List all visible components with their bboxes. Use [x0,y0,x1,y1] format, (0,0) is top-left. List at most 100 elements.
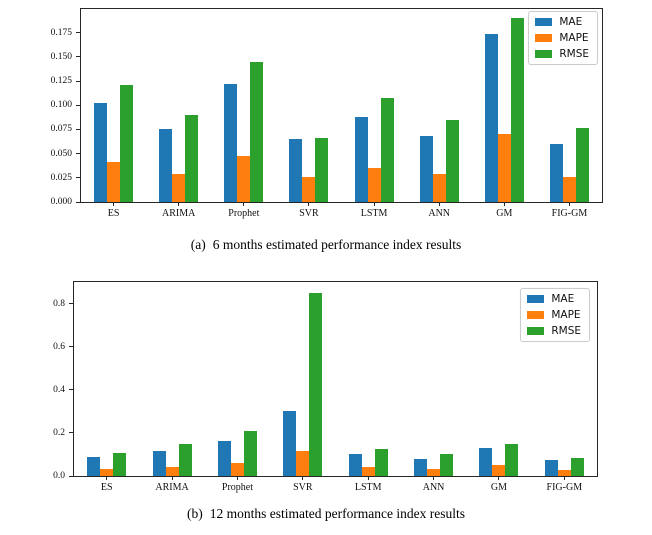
bar-mae-prophet [224,84,237,202]
y-axis-tick [76,56,80,58]
bar-mape-arima [166,467,179,476]
bar-mape-prophet [231,463,244,476]
x-axis-tick [563,476,565,480]
x-tick-label-gm: GM [490,482,507,493]
y-tick-label: 0.8 [53,298,65,309]
bar-mape-fig-gm [563,177,576,202]
bar-mae-gm [479,448,492,476]
bar-rmse-gm [511,18,524,202]
x-tick-label-svr: SVR [293,482,313,493]
y-axis-tick [76,177,80,179]
y-tick-label: 0.025 [50,172,72,183]
x-axis-tick [503,202,505,206]
bar-mape-fig-gm [558,470,571,476]
x-tick-label-arima: ARIMA [155,482,189,493]
y-tick-label: 0.000 [50,197,72,207]
bar-rmse-es [120,85,133,202]
legend-item-mape: MAPE [535,32,589,44]
caption-12-months: (b) 12 months estimated performance index… [0,506,652,522]
y-tick-label: 0.075 [50,124,72,135]
bar-mae-es [94,103,107,202]
legend-swatch-mape [527,311,545,319]
x-axis-tick [171,476,173,480]
bar-mae-arima [153,451,166,476]
x-tick-label-lstm: LSTM [354,482,382,493]
x-axis-tick [236,476,238,480]
y-axis-tick [69,432,73,434]
bar-mape-ann [427,469,440,476]
bar-rmse-prophet [244,431,257,476]
x-tick-label-svr: SVR [299,208,319,219]
y-tick-label: 0.100 [50,100,72,111]
y-tick-label: 0.0 [53,471,65,481]
bar-rmse-fig-gm [576,128,589,202]
bar-mae-prophet [218,441,231,476]
bar-mape-gm [492,465,505,476]
bar-mae-lstm [355,117,368,202]
y-tick-label: 0.4 [53,384,65,395]
bar-mape-es [107,162,120,202]
x-axis-tick [106,476,108,480]
bar-mape-lstm [368,168,381,202]
bar-rmse-fig-gm [571,458,584,476]
bar-rmse-ann [446,120,459,202]
bar-mae-fig-gm [550,144,563,202]
y-axis-tick [76,104,80,106]
x-axis-tick [498,476,500,480]
legend-label: MAE [559,16,583,28]
x-axis-tick [367,476,369,480]
y-tick-label: 0.125 [50,76,72,87]
x-tick-label-fig-gm: FIG-GM [546,482,583,493]
bar-mae-ann [414,459,427,476]
x-axis-tick [178,202,180,206]
y-axis-tick [69,303,73,305]
legend-swatch-mae [527,295,545,303]
legend-swatch-rmse [527,327,545,335]
x-tick-label-ann: ANN [422,482,445,493]
plot-area-12-months: 0.0 0.2 0.4 0.6 0.8 ES ARIMA Prophet SVR LSTM ANN G… [53,281,598,493]
y-axis-tick [76,128,80,130]
bar-rmse-gm [505,444,518,476]
x-tick-label-ann: ANN [428,208,451,219]
y-axis-tick [69,389,73,391]
bar-mape-prophet [237,156,250,202]
bar-mae-lstm [349,454,362,476]
y-axis-tick [76,153,80,155]
x-tick-label-prophet: Prophet [221,482,253,493]
y-axis-tick [76,80,80,82]
legend-swatch-rmse [535,50,553,58]
bar-mae-svr [283,411,296,476]
y-axis-tick [69,475,73,477]
x-axis-tick [113,202,115,206]
bar-mape-arima [172,174,185,202]
bar-rmse-lstm [375,449,388,476]
legend-label: RMSE [551,325,581,337]
x-axis-tick [433,476,435,480]
bar-rmse-svr [309,293,322,476]
bar-mape-gm [498,134,511,202]
y-tick-label: 0.6 [53,341,65,352]
bar-mae-fig-gm [545,460,558,476]
legend-item-mae: MAE [527,293,581,305]
bar-rmse-arima [185,115,198,202]
x-axis-tick [243,202,245,206]
x-tick-label-es: ES [107,208,120,219]
x-axis-tick [308,202,310,206]
legend-label: MAE [551,293,575,305]
caption-text: 6 months estimated performance index res… [212,237,462,252]
x-axis-tick [438,202,440,206]
legend-swatch-mae [535,18,553,26]
legend-label: MAPE [559,32,589,44]
bar-rmse-ann [440,454,453,476]
caption-label: (a) [190,237,206,252]
legend-swatch-mape [535,34,553,42]
bar-mae-ann [420,136,433,202]
bar-rmse-svr [315,138,328,202]
y-tick-label: 0.2 [53,427,65,438]
caption-6-months: (a) 6 months estimated performance index … [0,237,652,253]
x-axis-tick [568,202,570,206]
bar-rmse-lstm [381,98,394,202]
x-axis-tick [373,202,375,206]
bar-mape-svr [302,177,315,202]
